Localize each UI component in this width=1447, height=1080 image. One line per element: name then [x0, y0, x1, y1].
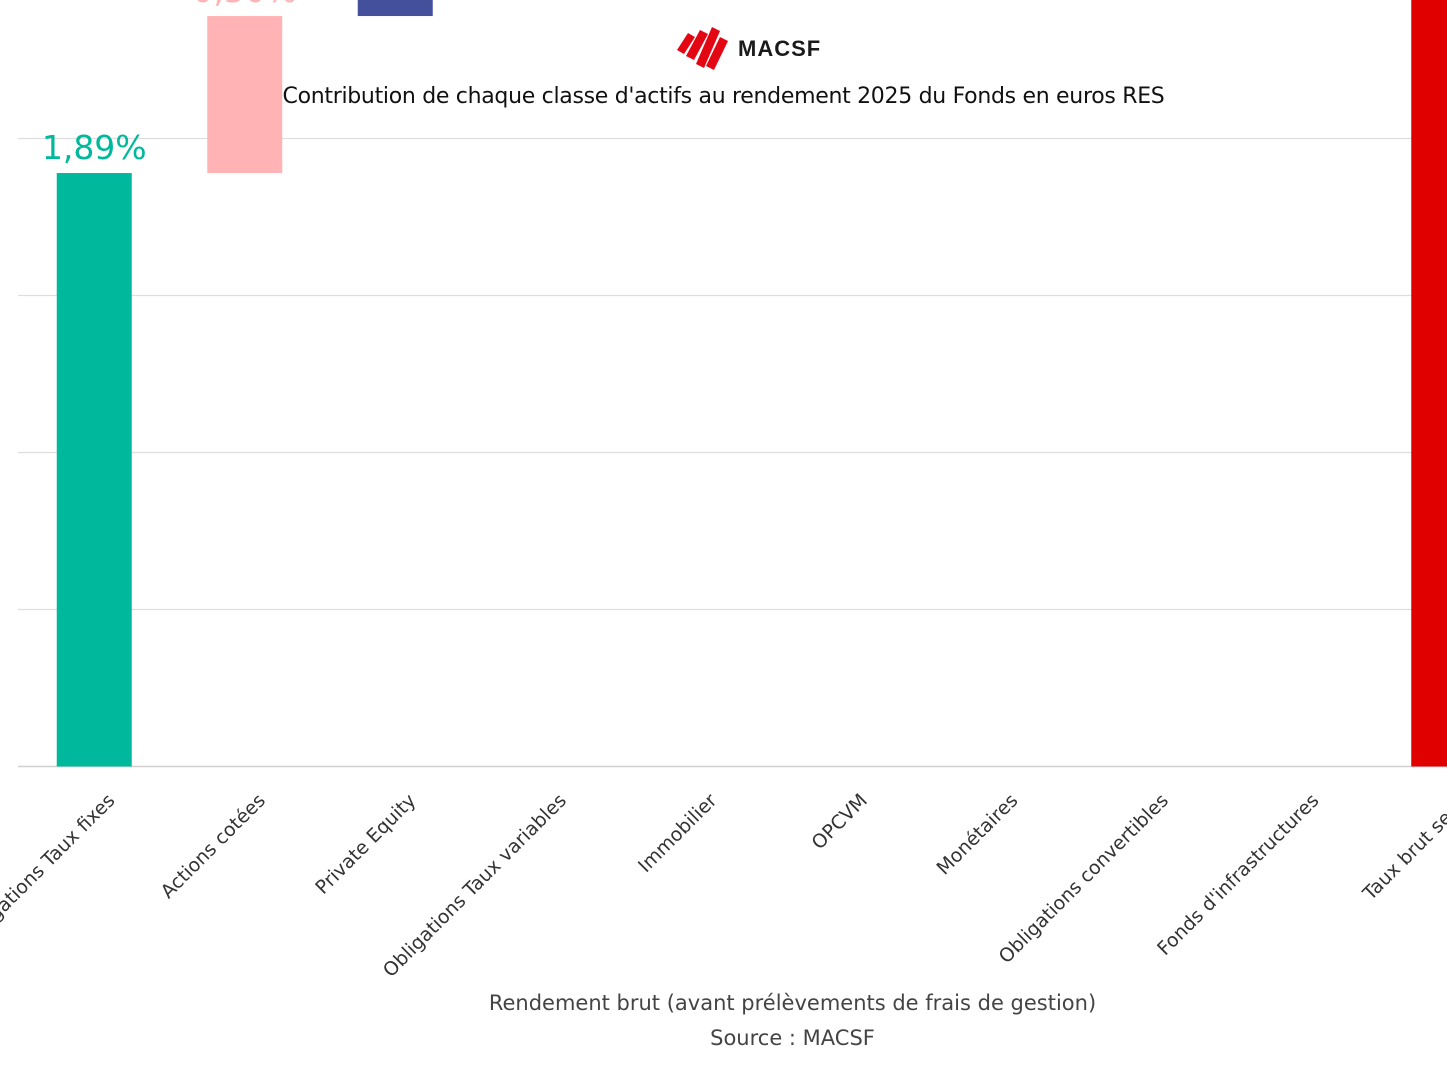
macsf-logo-icon — [677, 27, 728, 70]
x-tick-label: Obligations Taux fixes — [0, 790, 119, 952]
logo-stripe-4 — [706, 37, 728, 70]
x-tick-label: Monétaires — [933, 790, 1023, 880]
bars — [56, 0, 1447, 767]
bar-total — [1411, 0, 1447, 767]
value-labels: 1,89%0,50%0,43%0,27%0,23%0,17%0,06%0,06%… — [42, 0, 297, 167]
x-tick-label: Private Equity — [311, 790, 420, 899]
brand-logo: MACSF — [674, 22, 821, 72]
x-axis-tick-labels: Obligations Taux fixes Actions cotées Priv… — [0, 789, 1447, 981]
source-note: Source : MACSF — [710, 1026, 875, 1050]
data-label: 1,89% — [42, 128, 147, 167]
x-tick-label: Taux brut servi — [1358, 790, 1447, 906]
x-tick-label: Obligations convertibles — [995, 790, 1173, 968]
x-tick-label: Fonds d'infrastructures — [1153, 790, 1323, 960]
x-tick-label: Actions cotées — [157, 790, 270, 903]
chart-title: Contribution de chaque classe d'actifs a… — [282, 84, 1165, 109]
x-tick-label: OPCVM — [807, 790, 871, 854]
gridlines — [18, 137, 1447, 768]
bar — [207, 16, 283, 174]
chart-header: MACSF Contribution de chaque classe d'ac… — [0, 0, 1447, 130]
x-tick-label: Immobilier — [634, 789, 722, 877]
logo-stripe-1 — [677, 33, 695, 54]
x-axis-title: Rendement brut (avant prélèvements de fr… — [488, 991, 1097, 1015]
x-tick-label: Obligations Taux variables — [379, 790, 571, 982]
bar — [357, 0, 433, 17]
bar — [56, 173, 132, 767]
logo-stripe-2 — [686, 30, 708, 60]
data-label: 0,50% — [192, 0, 297, 10]
brand-name: MACSF — [738, 36, 822, 61]
logo-stripe-3 — [696, 27, 720, 68]
